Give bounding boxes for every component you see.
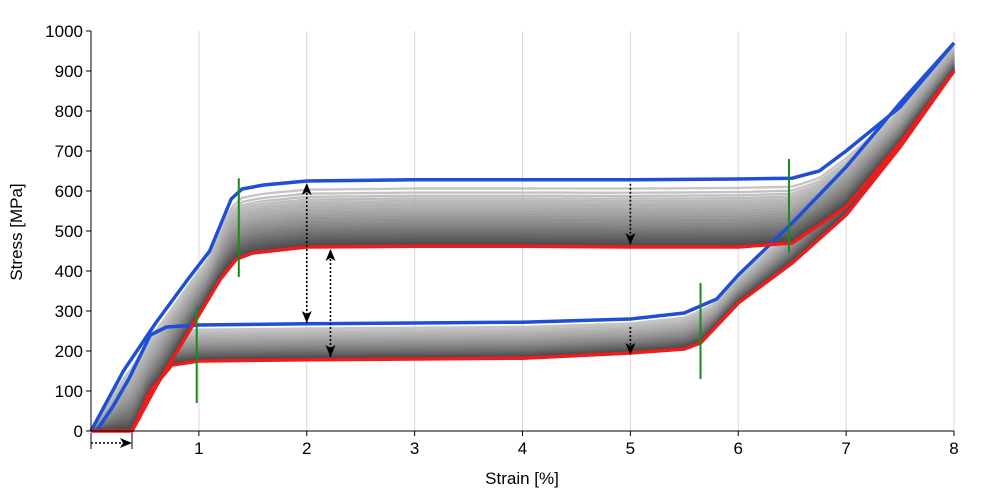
arrow-head bbox=[325, 345, 336, 357]
x-tick-label: 3 bbox=[410, 439, 419, 458]
intermediate-cycle-line bbox=[89, 45, 955, 432]
intermediate-cycle-line bbox=[90, 53, 955, 432]
intermediate-cycle-line bbox=[90, 54, 955, 432]
offset-arrow-head bbox=[119, 438, 132, 448]
x-tick-label: 2 bbox=[302, 439, 311, 458]
intermediate-cycle-line bbox=[90, 50, 955, 432]
x-tick-label: 1 bbox=[194, 439, 203, 458]
arrow-head bbox=[625, 233, 636, 245]
y-tick-label: 300 bbox=[55, 302, 83, 321]
y-axis-title: Stress [MPa] bbox=[7, 183, 26, 280]
arrow-head bbox=[625, 343, 636, 355]
y-tick-label: 600 bbox=[55, 182, 83, 201]
intermediate-cycle-line bbox=[90, 48, 955, 432]
transformation-markers bbox=[195, 159, 790, 403]
x-tick-label: 8 bbox=[949, 439, 958, 458]
y-tick-label: 900 bbox=[55, 62, 83, 81]
intermediate-cycle-line bbox=[90, 52, 955, 432]
y-tick-label: 200 bbox=[55, 342, 83, 361]
intermediate-cycle-line bbox=[90, 52, 955, 432]
first_cycle-unloading-line bbox=[94, 41, 956, 432]
last_cycle-loading-line bbox=[91, 69, 956, 433]
intermediate-cycle-line bbox=[90, 51, 955, 432]
intermediate-cycle-line bbox=[89, 47, 955, 432]
y-tick-label: 500 bbox=[55, 222, 83, 241]
x-tick-label: 5 bbox=[626, 439, 635, 458]
arrow-head bbox=[301, 311, 312, 323]
axes: 0 100 200 300 400 500 600 700 800 900 1000 1 2 3 4 5 6 7 8 bbox=[45, 22, 959, 458]
y-tick-label: 1000 bbox=[45, 22, 83, 41]
y-tick-label: 800 bbox=[55, 102, 83, 121]
annotation-arrows bbox=[90, 183, 636, 449]
arrow-head bbox=[301, 183, 312, 195]
x-tick-label: 4 bbox=[518, 439, 527, 458]
x-axis-title: Strain [%] bbox=[485, 469, 559, 488]
y-tick-label: 700 bbox=[55, 142, 83, 161]
x-tick-label: 6 bbox=[734, 439, 743, 458]
y-tick-label: 100 bbox=[55, 382, 83, 401]
y-tick-label: 400 bbox=[55, 262, 83, 281]
y-tick-label: 0 bbox=[74, 422, 83, 441]
arrow-head bbox=[325, 249, 336, 261]
series-lines bbox=[89, 41, 956, 433]
first_cycle-loading-line bbox=[89, 41, 956, 432]
x-tick-label: 7 bbox=[841, 439, 850, 458]
